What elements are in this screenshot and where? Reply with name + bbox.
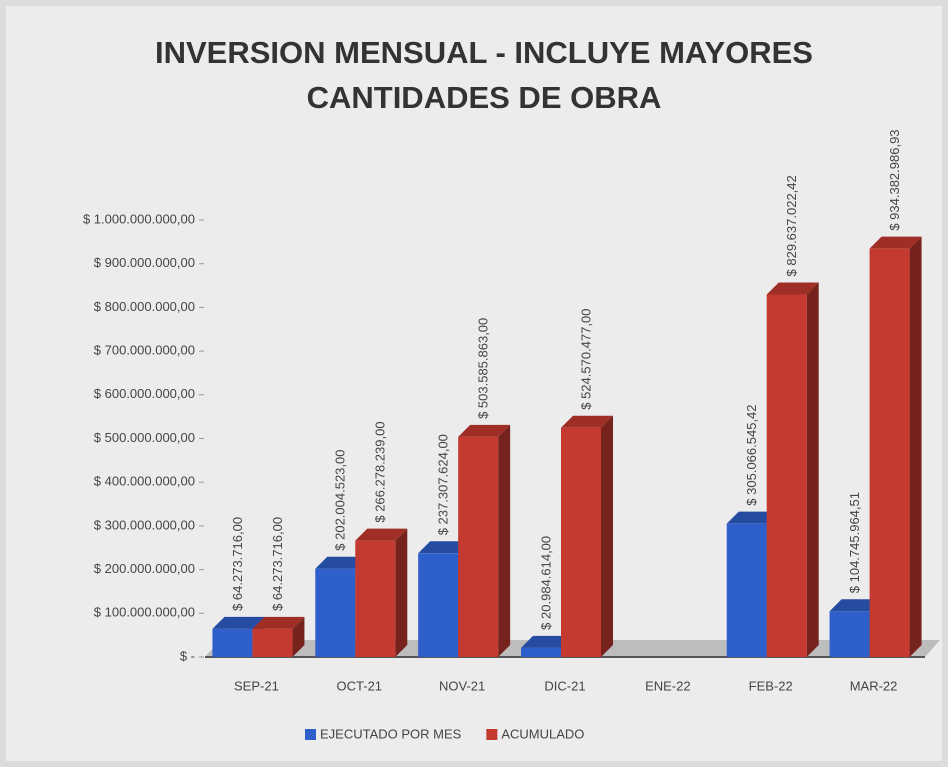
y-tick-label: $ - [180,648,195,663]
y-tick-label: $ 800.000.000,00 [94,299,195,314]
bar-side [806,282,819,657]
data-label: $ 20.984.614,00 [538,536,553,630]
bar [252,628,293,657]
bar-side [292,616,305,657]
y-tick-label: $ 400.000.000,00 [94,474,195,489]
bar-side [601,415,613,657]
data-label: $ 202.004.523,00 [333,450,348,551]
x-tick-label: FEB-22 [749,678,793,693]
bar [418,553,459,657]
bar-side [395,528,408,657]
data-label: $ 503.585.863,00 [476,318,491,419]
bar [521,647,561,657]
bar-top [252,616,305,629]
legend-label: ACUMULADO [501,726,584,741]
bar-side [909,236,922,658]
x-tick-label: NOV-21 [439,678,485,693]
data-label: $ 266.278.239,00 [373,421,388,522]
legend-swatch [305,729,316,740]
bar [726,523,767,657]
y-tick-label: $ 500.000.000,00 [94,430,195,445]
bar [829,611,870,657]
y-tick-label: $ 200.000.000,00 [94,561,195,576]
data-label: $ 64.273.716,00 [230,517,245,611]
x-tick-label: MAR-22 [850,678,898,693]
x-tick-label: ENE-22 [645,678,691,693]
bar [355,540,396,657]
bar-top [726,511,779,524]
data-label: $ 237.307.624,00 [436,434,451,535]
bar-top [521,635,573,648]
data-label: $ 64.273.716,00 [270,517,285,611]
legend-swatch [486,729,498,740]
data-label: $ 934.382.986,93 [887,129,902,230]
bar-top [212,616,265,629]
data-label: $ 104.745.964,51 [847,492,862,593]
bar-top [829,599,882,612]
bar-top [355,528,408,541]
bar [458,436,499,657]
y-tick-label: $ 700.000.000,00 [94,343,195,358]
bar-top [418,541,471,554]
bar-side [498,424,511,657]
bar-top [315,556,368,569]
x-tick-label: DIC-21 [544,678,585,693]
data-label: $ 305.066.545,42 [744,404,759,505]
data-label: $ 524.570.477,00 [578,309,593,410]
chart-title: INVERSION MENSUAL - INCLUYE MAYORES CANT… [155,35,813,115]
bar-top [766,282,819,295]
bar [212,628,253,657]
y-tick-label: $ 900.000.000,00 [94,255,195,270]
bar-top [458,424,511,437]
bar [766,294,807,657]
bar [315,568,356,657]
legend-label: EJECUTADO POR MES [320,726,462,741]
x-tick-label: OCT-21 [337,678,383,693]
y-tick-label: $ 1.000.000.000,00 [83,211,195,226]
bar [561,427,601,657]
bar [869,248,910,658]
x-tick-label: SEP-21 [234,678,279,693]
data-label: $ 829.637.022,42 [784,175,799,276]
bar-top [869,236,922,249]
y-tick-label: $ 100.000.000,00 [94,605,195,620]
y-tick-label: $ 600.000.000,00 [94,386,195,401]
y-tick-label: $ 300.000.000,00 [94,517,195,532]
bar-top [561,415,613,428]
